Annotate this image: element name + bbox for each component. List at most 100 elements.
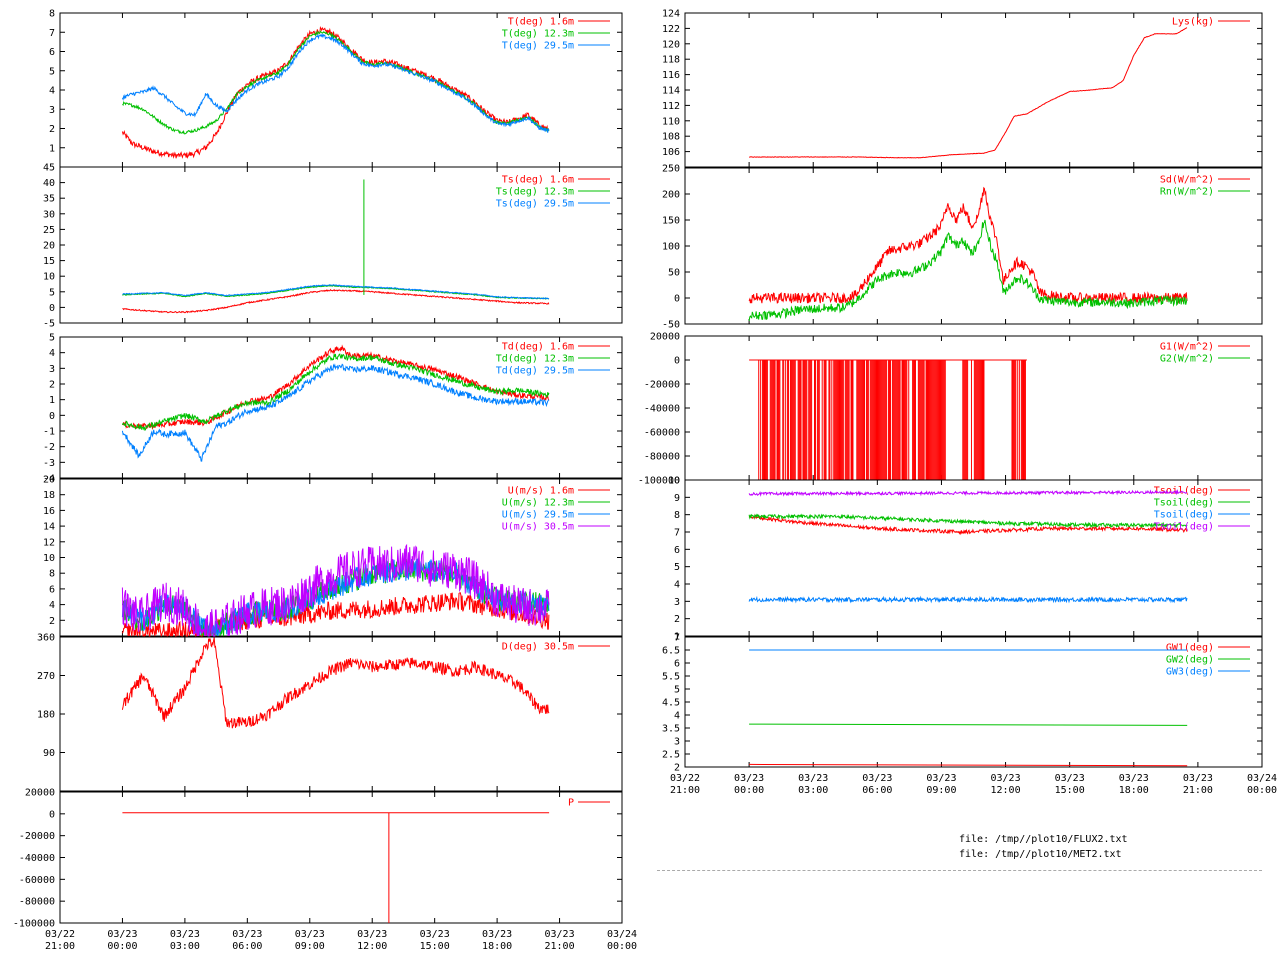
series-line-temp-0 — [121, 25, 550, 159]
y-tick-label: 7 — [674, 633, 680, 644]
y-tick-label: 6.5 — [662, 646, 680, 657]
panel-dir: 90 180 270 360 D(deg) 30.5m — [37, 633, 623, 792]
x-tick-time: 12:00 — [991, 785, 1021, 796]
y-tick-label: 10 — [43, 272, 55, 283]
y-tick-label: 1 — [674, 632, 680, 643]
dashed-separator — [657, 870, 1262, 871]
x-tick-date: 03/23 — [232, 929, 262, 940]
legend-label: G2(W/m^2) — [1160, 354, 1214, 365]
x-tick-time: 21:00 — [45, 941, 75, 952]
y-tick-label: 3 — [49, 105, 55, 116]
y-tick-label: 7 — [49, 28, 55, 39]
x-tick-time: 12:00 — [357, 941, 387, 952]
panel-frame — [684, 12, 1263, 168]
y-tick-label: -2 — [43, 442, 55, 453]
legend-label: GW1(deg) — [1166, 643, 1214, 654]
y-tick-label: 5 — [49, 287, 55, 298]
y-tick-label: -100000 — [638, 476, 680, 487]
series-line-sonic-2 — [122, 284, 550, 300]
series-line-soil-3 — [748, 488, 1188, 497]
y-tick-label: 9 — [674, 493, 680, 504]
series-line-dew-2 — [121, 363, 550, 462]
legend-label: Tsoil(deg) — [1154, 510, 1214, 521]
legend-label: U(m/s) 30.5m — [502, 522, 574, 533]
y-tick-label: 110 — [662, 116, 680, 127]
x-tick-date: 03/24 — [607, 929, 637, 940]
x-tick-time: 09:00 — [295, 941, 325, 952]
series-line-soil-2 — [748, 595, 1188, 604]
legend-label: T(deg) 12.3m — [502, 29, 574, 40]
series-line-sonic-1 — [122, 284, 550, 300]
y-tick-label: 112 — [662, 101, 680, 112]
x-tick-date: 03/24 — [1247, 773, 1277, 784]
x-tick-date: 03/22 — [670, 773, 700, 784]
x-tick-time: 18:00 — [482, 941, 512, 952]
y-tick-label: 18 — [43, 490, 55, 501]
series-line-temp-2 — [121, 33, 550, 133]
series-line-gw-1 — [749, 723, 1188, 726]
legend-label: Td(deg) 29.5m — [496, 366, 574, 377]
y-tick-label: 15 — [43, 256, 55, 267]
legend-label: Tsoil(deg) — [1154, 522, 1214, 533]
y-tick-label: 25 — [43, 225, 55, 236]
x-tick-date: 03/23 — [545, 929, 575, 940]
y-tick-label: 122 — [662, 24, 680, 35]
legend-label: T(deg) 1.6m — [508, 17, 574, 28]
legend-label: U(m/s) 1.6m — [508, 486, 574, 497]
y-tick-label: -1 — [43, 427, 55, 438]
panel-frame — [684, 479, 1263, 637]
x-tick-time: 03:00 — [798, 785, 828, 796]
legend-label: D(deg) 30.5m — [502, 642, 574, 653]
legend-label: GW2(deg) — [1166, 655, 1214, 666]
x-tick-time: 21:00 — [670, 785, 700, 796]
panel-frame — [59, 336, 623, 479]
x-tick-time: 03:00 — [170, 941, 200, 952]
x-tick-date: 03/23 — [798, 773, 828, 784]
y-tick-label: 120 — [662, 39, 680, 50]
x-tick-date: 03/23 — [734, 773, 764, 784]
y-tick-label: 3.5 — [662, 724, 680, 735]
y-tick-label: 5 — [674, 562, 680, 573]
y-tick-label: -4 — [43, 474, 55, 485]
series-line-sonic-0 — [122, 288, 550, 314]
y-tick-label: -40000 — [19, 853, 55, 864]
y-tick-label: 270 — [37, 671, 55, 682]
x-tick-date: 03/23 — [357, 929, 387, 940]
series-line-dew-0 — [122, 344, 550, 431]
x-tick-time: 00:00 — [734, 785, 764, 796]
x-tick-date: 03/23 — [926, 773, 956, 784]
y-tick-label: 3 — [49, 364, 55, 375]
y-tick-label: 2 — [674, 614, 680, 625]
y-tick-label: 3 — [674, 737, 680, 748]
legend-label: Tsoil(deg) — [1154, 498, 1214, 509]
y-tick-label: 4 — [674, 580, 680, 591]
time-axis-gw: 03/2221:0003/2300:0003/2303:0003/2306:00… — [670, 773, 1277, 796]
series-line-lys-0 — [749, 27, 1188, 159]
legend-label: Tsoil(deg) — [1154, 486, 1214, 497]
y-tick-label: 0 — [49, 303, 55, 314]
series-line-gw-0 — [749, 763, 1188, 767]
y-tick-label: 114 — [662, 86, 680, 97]
x-tick-date: 03/23 — [107, 929, 137, 940]
x-tick-date: 03/23 — [991, 773, 1021, 784]
y-tick-label: 6 — [674, 659, 680, 670]
legend-label: U(m/s) 29.5m — [502, 510, 574, 521]
x-tick-time: 09:00 — [926, 785, 956, 796]
file-label-met: file: /tmp//plot10/MET2.txt — [959, 849, 1122, 860]
legend-label: P — [568, 798, 574, 809]
y-tick-label: 4 — [49, 86, 55, 97]
legend-label: Td(deg) 12.3m — [496, 354, 574, 365]
y-tick-label: 0 — [49, 411, 55, 422]
y-tick-label: 4 — [49, 348, 55, 359]
legend-label: Rn(W/m^2) — [1160, 187, 1214, 198]
legend-label: GW3(deg) — [1166, 667, 1214, 678]
y-tick-label: 90 — [43, 748, 55, 759]
y-tick-label: 4 — [49, 600, 55, 611]
x-tick-time: 21:00 — [545, 941, 575, 952]
y-tick-label: 150 — [662, 216, 680, 227]
y-tick-label: 10 — [668, 476, 680, 487]
